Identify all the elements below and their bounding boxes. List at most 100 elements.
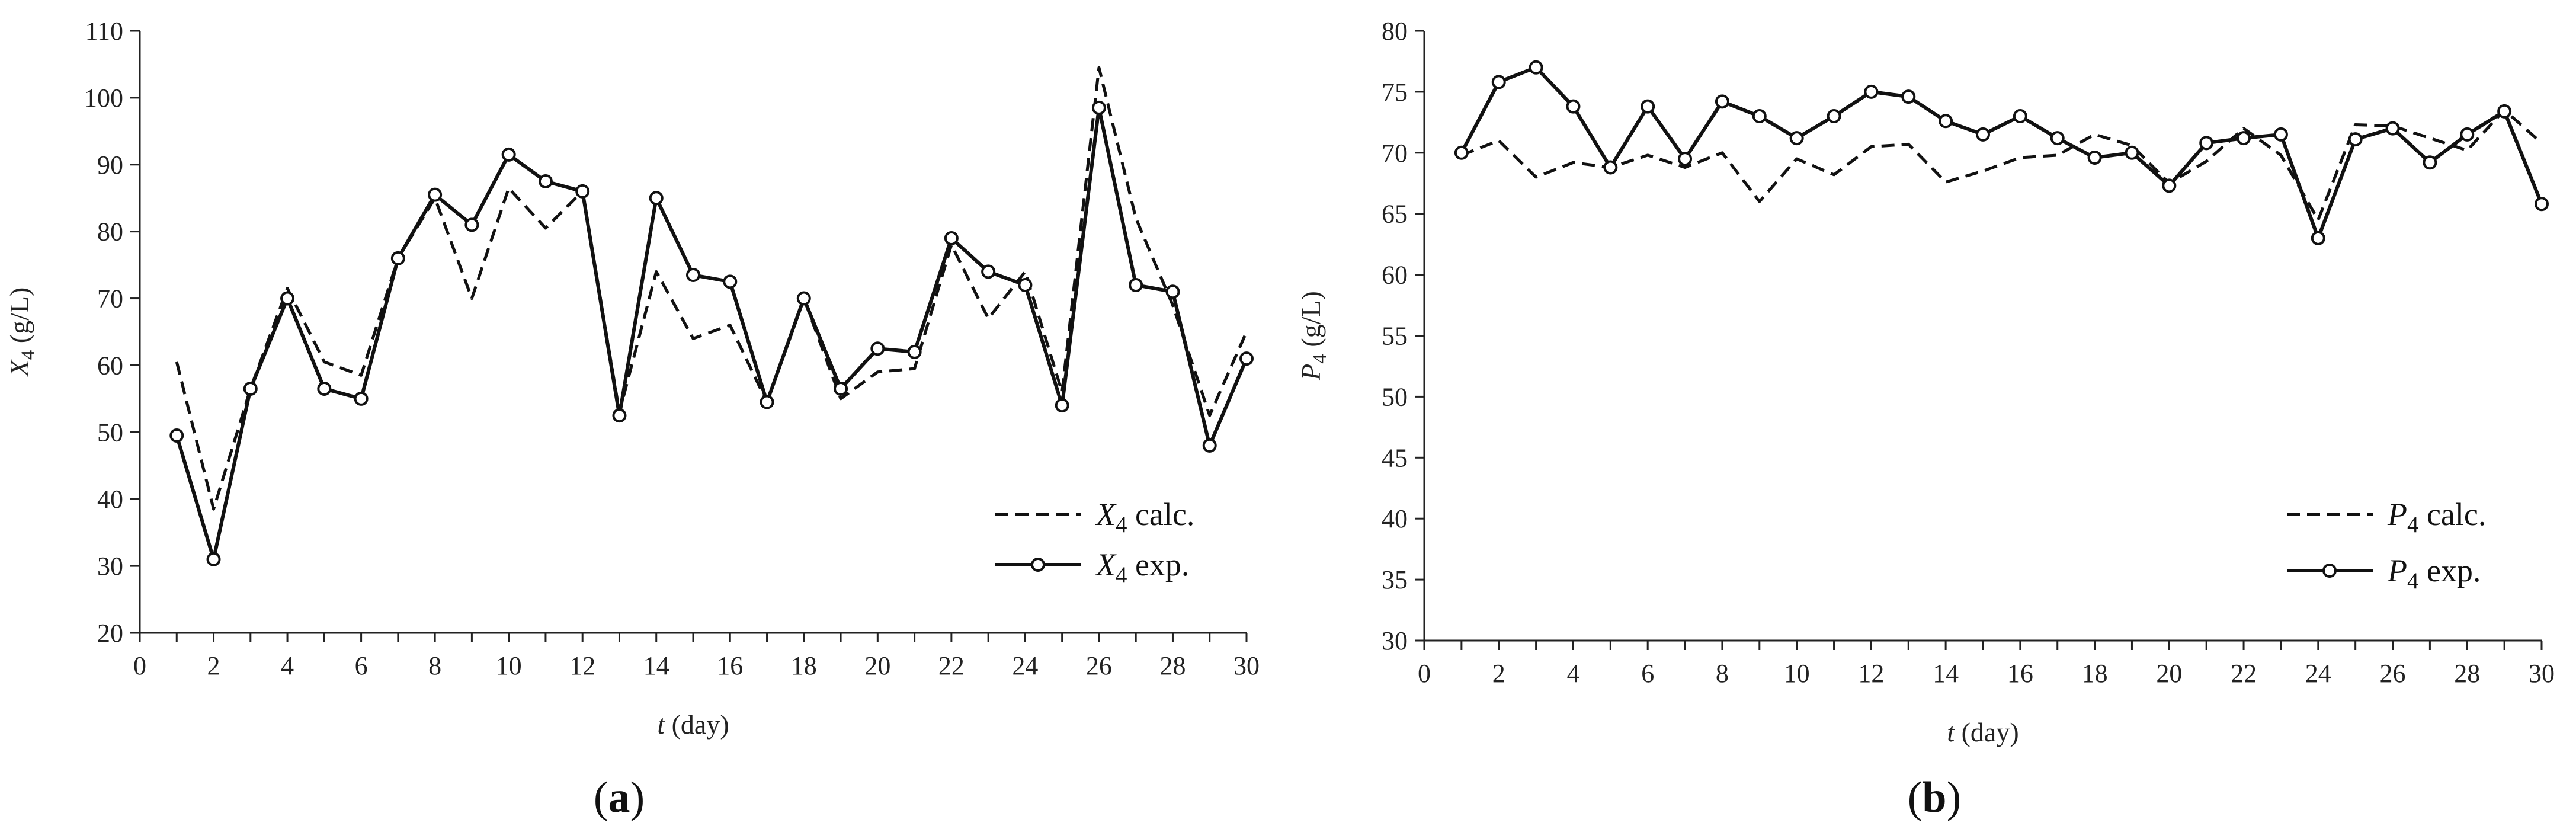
x-tick-label: 18	[2082, 659, 2108, 688]
y-tick-label: 55	[1382, 322, 1408, 351]
data-point	[1939, 114, 1953, 129]
data-point	[1603, 160, 1618, 175]
panel-a-line-chart: 0 2 4 6 8 10 12 14 16 18 20 22 24 26 28 302030405060708…	[4, 17, 1260, 822]
x-tick-label: 4	[281, 651, 294, 680]
data-point	[1752, 109, 1767, 124]
data-point	[870, 341, 885, 356]
panel-b-line-chart: 0 2 4 6 8 10 12 14 16 18 20 22 24 26 28 303035404550556…	[1296, 17, 2555, 822]
x-tick-label: 30	[2529, 659, 2555, 688]
legend: X4 calc. X4 exp.	[995, 497, 1194, 588]
data-point	[280, 291, 295, 306]
data-point	[2087, 151, 2102, 165]
x-tick-label: 30	[1233, 651, 1260, 680]
y-tick-label: 70	[1382, 139, 1408, 168]
y-tick-label: 80	[97, 217, 123, 247]
legend: P4 calc. P4 exp.	[2287, 497, 2486, 594]
data-point	[2385, 121, 2400, 136]
data-point	[317, 381, 332, 396]
x-tick-label: 12	[1858, 659, 1884, 688]
x-tick-label: 0	[1418, 659, 1431, 688]
data-point	[686, 268, 700, 283]
data-point	[981, 264, 996, 279]
data-point	[796, 291, 811, 306]
data-point	[2125, 145, 2139, 160]
data-point	[2423, 155, 2437, 170]
y-tick-label: 20	[97, 619, 123, 648]
x-tick-label: 16	[2007, 659, 2033, 688]
x-tick-label: 28	[2454, 659, 2480, 688]
x-tick-label: 10	[1784, 659, 1810, 688]
y-axis-title: X4 (g/L)	[4, 287, 39, 378]
data-point	[1678, 152, 1693, 167]
panel-label-a: (a)	[594, 773, 645, 822]
y-tick-label: 40	[1382, 504, 1408, 533]
data-point	[2199, 136, 2214, 151]
legend-entry: X4 calc.	[1095, 497, 1194, 537]
data-point	[1239, 351, 1254, 366]
data-point	[2273, 127, 2288, 142]
data-point	[612, 408, 627, 423]
x-tick-label: 14	[643, 651, 669, 680]
data-point	[2348, 132, 2363, 147]
data-point	[1454, 145, 1469, 160]
x-tick-label: 14	[1933, 659, 1959, 688]
x-tick-label: 8	[1716, 659, 1729, 688]
x-tick-label: 4	[1566, 659, 1579, 688]
x-tick-label: 22	[938, 651, 965, 680]
data-point	[501, 147, 516, 162]
data-point	[1055, 398, 1069, 413]
x-tick-label: 2	[1492, 659, 1505, 688]
data-point	[1901, 89, 1916, 104]
data-point	[834, 381, 848, 396]
y-tick-label: 60	[1382, 261, 1408, 290]
x-tick-label: 12	[569, 651, 595, 680]
data-point	[1202, 438, 1217, 453]
series-exp	[1454, 60, 2549, 245]
legend-entry: X4 exp.	[1095, 547, 1189, 588]
x-axis-title: t (day)	[1947, 717, 2018, 747]
data-point	[944, 231, 959, 245]
data-point	[464, 217, 479, 232]
y-tick-label: 45	[1382, 443, 1408, 472]
y-tick-label: 30	[1382, 626, 1408, 655]
data-point	[1091, 100, 1106, 115]
data-point	[243, 381, 258, 396]
series-line	[1460, 108, 2543, 222]
data-point	[1018, 277, 1033, 292]
data-point	[1715, 94, 1729, 109]
x-tick-label: 26	[2380, 659, 2406, 688]
data-point	[354, 391, 369, 406]
y-tick-label: 35	[1382, 565, 1408, 594]
x-tick-label: 26	[1086, 651, 1112, 680]
data-point	[428, 187, 443, 202]
data-point	[1864, 84, 1879, 99]
data-point	[1827, 109, 1841, 124]
data-point	[1129, 277, 1143, 292]
y-tick-label: 50	[97, 418, 123, 447]
data-point	[907, 344, 922, 359]
series-calc	[175, 66, 1248, 511]
data-point	[1165, 284, 1180, 299]
data-point	[2237, 131, 2251, 146]
x-tick-label: 22	[2231, 659, 2257, 688]
data-point	[649, 191, 664, 206]
data-point	[169, 428, 184, 443]
y-tick-label: 30	[97, 552, 123, 581]
data-point	[1491, 75, 1506, 89]
data-point	[2535, 197, 2549, 212]
data-point	[2311, 231, 2325, 245]
data-point	[760, 395, 774, 409]
x-tick-label: 6	[355, 651, 368, 680]
y-tick-label: 75	[1382, 78, 1408, 107]
x-tick-label: 20	[864, 651, 890, 680]
y-tick-label: 70	[97, 284, 123, 313]
data-point	[2460, 127, 2475, 142]
x-tick-label: 8	[428, 651, 441, 680]
series-line	[175, 66, 1248, 511]
series-line	[1460, 65, 2543, 240]
data-point	[723, 274, 738, 289]
y-tick-label: 40	[97, 485, 123, 514]
data-point	[1641, 99, 1655, 114]
series-exp	[169, 100, 1254, 566]
